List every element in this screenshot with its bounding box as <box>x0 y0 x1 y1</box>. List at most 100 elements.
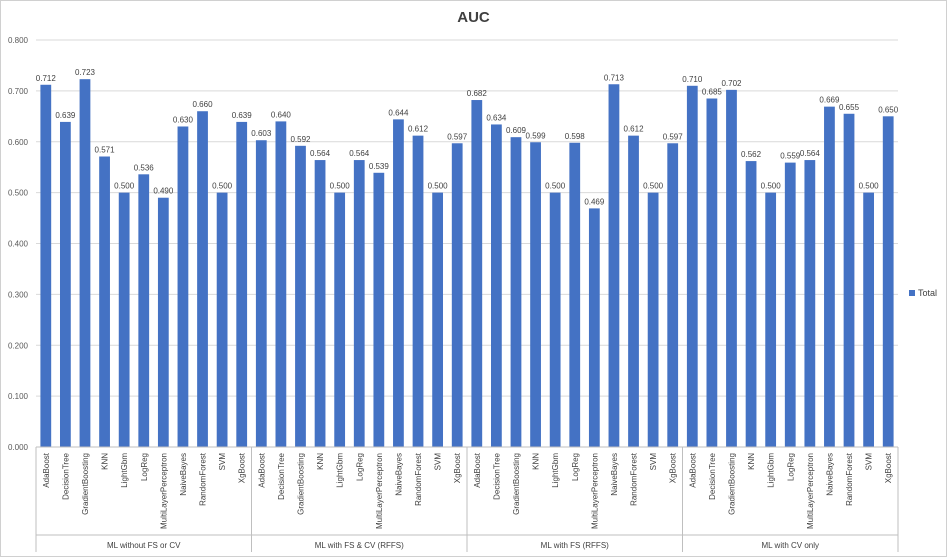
bar <box>451 143 463 447</box>
x-category-label: LightGbm <box>767 453 776 488</box>
data-label: 0.660 <box>193 100 214 109</box>
bar <box>804 160 816 447</box>
x-category-label: LightGbm <box>551 453 560 488</box>
data-label: 0.598 <box>565 132 586 141</box>
data-label: 0.597 <box>663 132 684 141</box>
data-label: 0.500 <box>761 182 782 191</box>
bar <box>393 119 404 448</box>
x-category-label: SVM <box>865 453 874 471</box>
legend-swatch <box>909 290 915 296</box>
x-category-label: KNN <box>101 453 110 470</box>
bar <box>530 142 541 448</box>
bar <box>784 162 796 447</box>
x-category-label: LightGbm <box>336 453 345 488</box>
chart-title: AUC <box>457 9 490 26</box>
x-category-label: LogReg <box>786 453 795 481</box>
data-label: 0.612 <box>624 125 645 134</box>
data-label: 0.564 <box>349 149 370 158</box>
bar <box>314 160 326 447</box>
bar <box>843 113 855 448</box>
bar <box>295 145 306 447</box>
bar <box>471 100 483 447</box>
bar <box>216 192 228 447</box>
bar <box>863 192 875 447</box>
bar <box>99 156 110 447</box>
data-label: 0.639 <box>55 111 76 120</box>
bar <box>177 126 189 448</box>
x-category-label: NaiveBayes <box>179 453 188 496</box>
data-label: 0.599 <box>526 131 547 140</box>
bar <box>647 192 659 447</box>
group-axis: ML without FS or CV ML with FS & CV (RFFS… <box>35 446 899 552</box>
x-category-label: SVM <box>649 453 658 471</box>
data-label: 0.723 <box>75 68 96 77</box>
bar <box>608 84 620 447</box>
y-axis-ticks: 0.000 0.100 0.200 0.300 0.400 0.500 0.600 0.700… <box>8 36 29 452</box>
x-category-label: GradientBoosting <box>296 453 305 515</box>
bar <box>490 124 502 447</box>
bar <box>765 192 777 447</box>
bar <box>118 192 130 447</box>
bar <box>588 208 600 447</box>
x-category-label: AdaBoost <box>257 452 266 487</box>
x-category-label: DecisionTree <box>61 452 70 499</box>
data-label: 0.536 <box>134 163 155 172</box>
data-label: 0.500 <box>114 182 135 191</box>
data-label: 0.559 <box>780 152 801 161</box>
y-tick-label: 0.100 <box>8 392 29 401</box>
x-category-label: MultiLayerPerceptron <box>375 453 384 529</box>
y-tick-label: 0.200 <box>8 341 29 350</box>
data-label: 0.500 <box>428 182 449 191</box>
data-label: 0.630 <box>173 115 194 124</box>
x-category-label: MultiLayerPerceptron <box>159 453 168 529</box>
data-label: 0.469 <box>584 197 605 206</box>
data-label: 0.564 <box>800 149 821 158</box>
x-category-label: AdaBoost <box>473 452 482 487</box>
data-label: 0.669 <box>819 96 840 105</box>
data-label: 0.685 <box>702 88 723 97</box>
x-category-label: RandomForest <box>630 452 639 506</box>
bar <box>334 192 346 447</box>
bar <box>745 161 757 447</box>
data-label: 0.712 <box>36 74 57 83</box>
data-label: 0.655 <box>839 103 860 112</box>
x-category-label: GradientBoosting <box>81 453 90 515</box>
data-label: 0.500 <box>859 182 880 191</box>
x-category-label: GradientBoosting <box>512 453 521 515</box>
x-category-label: LightGbm <box>120 453 129 488</box>
bar <box>373 172 385 447</box>
bar <box>510 137 522 447</box>
y-tick-label: 0.700 <box>8 87 29 96</box>
bar-series <box>40 79 894 448</box>
bar <box>824 106 835 448</box>
group-label: ML with FS (RFFS) <box>541 541 609 550</box>
x-category-label: GradientBoosting <box>727 453 736 515</box>
legend-label-total: Total <box>918 288 938 298</box>
x-category-label: RandomForest <box>845 452 854 506</box>
data-label: 0.639 <box>232 111 253 120</box>
group-label: ML without FS or CV <box>107 541 181 550</box>
bar <box>157 197 169 447</box>
data-label: 0.634 <box>486 113 507 122</box>
bar <box>882 116 894 447</box>
x-category-label: NaiveBayes <box>394 453 403 496</box>
data-label: 0.609 <box>506 126 527 135</box>
x-category-label: RandomForest <box>414 452 423 506</box>
data-label: 0.650 <box>878 105 899 114</box>
data-label: 0.564 <box>310 149 331 158</box>
x-category-label: KNN <box>316 453 325 470</box>
x-category-label: XgBoost <box>884 452 893 483</box>
bar <box>706 98 718 447</box>
y-tick-label: 0.000 <box>8 443 29 452</box>
data-labels: 0.712 0.639 0.723 0.571 0.500 0.536 0.490 0.630… <box>36 68 899 206</box>
data-label: 0.644 <box>388 108 409 117</box>
y-tick-label: 0.600 <box>8 138 29 147</box>
bar <box>432 192 444 447</box>
data-label: 0.500 <box>330 182 351 191</box>
bar <box>549 192 561 447</box>
data-label: 0.500 <box>212 182 233 191</box>
data-label: 0.682 <box>467 89 488 98</box>
x-category-label: NaiveBayes <box>610 453 619 496</box>
y-tick-label: 0.800 <box>8 36 29 45</box>
data-label: 0.500 <box>545 182 566 191</box>
